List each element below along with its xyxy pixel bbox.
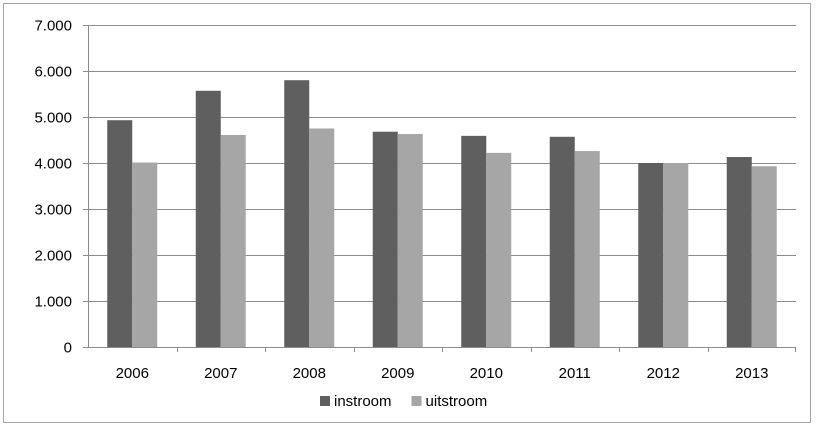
y-tick-label: 1.000 [34, 294, 72, 311]
legend-swatch-uitstroom [411, 396, 422, 406]
bar-instroom-2009 [372, 131, 398, 347]
legend: instroom uitstroom [320, 393, 487, 410]
bars [107, 80, 777, 347]
bar-uitstroom-2007 [220, 134, 246, 347]
x-tick-label: 2009 [381, 365, 414, 382]
gridlines [88, 25, 796, 302]
legend-label-instroom: instroom [334, 393, 392, 410]
y-tick-label: 6.000 [34, 64, 72, 81]
y-tick-label: 3.000 [34, 202, 72, 219]
x-tick-label: 2010 [470, 365, 503, 382]
y-tick-label: 0 [64, 340, 72, 357]
bar-uitstroom-2012 [663, 163, 689, 347]
bar-uitstroom-2010 [486, 152, 512, 347]
bar-instroom-2012 [638, 163, 664, 347]
x-tick-label: 2006 [116, 365, 149, 382]
bar-uitstroom-2006 [132, 162, 158, 347]
x-tick-label: 2011 [559, 365, 591, 382]
bar-uitstroom-2011 [574, 151, 600, 347]
bar-instroom-2007 [195, 90, 221, 347]
bar-instroom-2011 [549, 136, 575, 347]
bar-uitstroom-2009 [397, 134, 423, 347]
x-tick-label: 2008 [293, 365, 326, 382]
y-tick-label: 2.000 [34, 248, 72, 265]
y-tick-label: 4.000 [34, 156, 72, 173]
y-tick-label: 5.000 [34, 110, 72, 127]
bar-instroom-2008 [284, 80, 310, 347]
x-tick-label: 2012 [647, 365, 680, 382]
x-tick-label: 2007 [204, 365, 237, 382]
legend-swatch-instroom [320, 396, 330, 406]
bar-uitstroom-2013 [751, 166, 777, 347]
legend-label-uitstroom: uitstroom [426, 393, 488, 410]
bar-instroom-2013 [726, 157, 752, 347]
bar-uitstroom-2008 [309, 128, 335, 347]
axes: 0 1.000 2.000 3.000 4.000 5.000 6.000 7.000 2006… [34, 18, 796, 382]
x-tick-label: 2013 [735, 365, 768, 382]
bar-instroom-2010 [461, 135, 487, 347]
y-tick-label: 7.000 [34, 18, 72, 35]
bar-instroom-2006 [107, 120, 133, 347]
